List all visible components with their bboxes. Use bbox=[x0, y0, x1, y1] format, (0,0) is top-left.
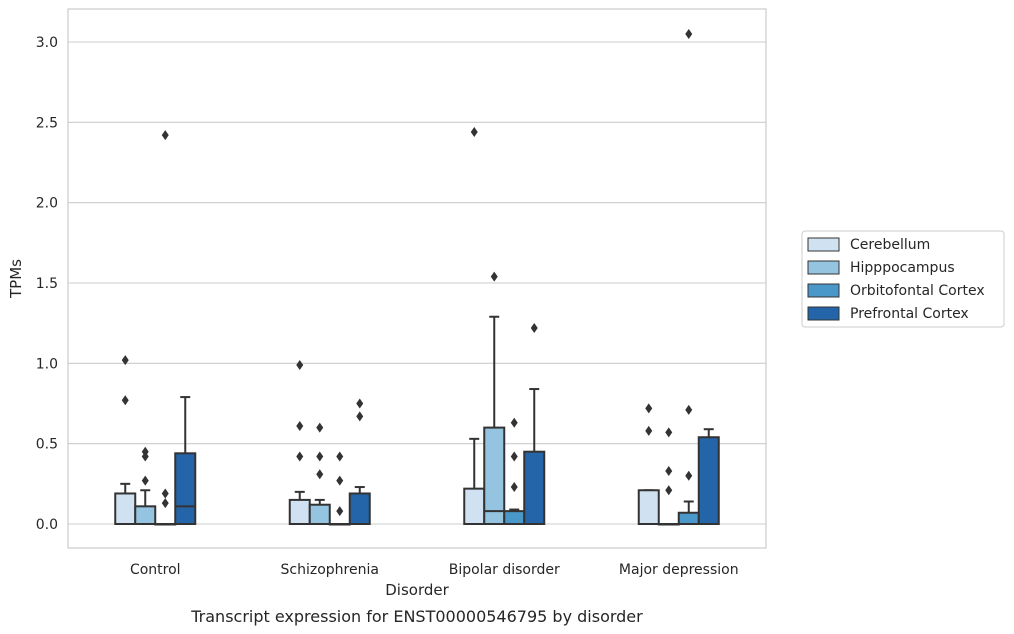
chart-caption: Transcript expression for ENST0000054679… bbox=[190, 607, 643, 626]
box-iqr bbox=[134, 505, 157, 525]
y-axis-ticks: 0.0 0.5 1.0 1.5 2.0 2.5 3.0 bbox=[36, 35, 58, 533]
legend-frame bbox=[801, 230, 1005, 328]
legend-item: Hipppocampus bbox=[807, 260, 955, 276]
y-tick-label: 3.0 bbox=[36, 35, 58, 51]
gridlines bbox=[68, 41, 766, 525]
box-iqr bbox=[697, 436, 720, 525]
outlier-point bbox=[141, 451, 149, 462]
box-iqr bbox=[348, 492, 371, 525]
box-prefrontal-cortex bbox=[348, 398, 371, 525]
legend-label: Prefrontal Cortex bbox=[850, 306, 969, 322]
legend-swatch bbox=[807, 283, 840, 298]
box-iqr bbox=[503, 510, 526, 526]
y-tick-label: 0.5 bbox=[36, 437, 58, 453]
box-hipppocampus bbox=[308, 422, 331, 526]
x-axis-ticks: Control Schizophrenia Bipolar disorder Majo… bbox=[130, 562, 739, 578]
y-tick-label: 1.5 bbox=[36, 276, 58, 292]
x-tick-label: Control bbox=[130, 562, 181, 578]
outlier-point bbox=[296, 451, 304, 462]
box-hipppocampus bbox=[483, 271, 506, 526]
legend-item: Prefrontal Cortex bbox=[807, 306, 969, 322]
box-orbitofontal-cortex bbox=[154, 130, 177, 526]
outlier-point bbox=[296, 420, 304, 431]
box-iqr bbox=[114, 492, 137, 525]
legend-swatch bbox=[807, 260, 840, 275]
outlier-point bbox=[645, 425, 653, 436]
legend-label: Hipppocampus bbox=[850, 260, 955, 276]
box-prefrontal-cortex bbox=[523, 322, 546, 526]
box-iqr bbox=[637, 489, 660, 526]
x-axis-title: Disorder bbox=[385, 581, 449, 599]
legend-label: Orbitofontal Cortex bbox=[850, 283, 985, 299]
box-orbitofontal-cortex bbox=[677, 28, 700, 526]
box-orbitofontal-cortex bbox=[503, 417, 526, 526]
outlier-point bbox=[161, 488, 169, 499]
plot-frame bbox=[67, 8, 767, 549]
box-prefrontal-cortex bbox=[174, 396, 197, 526]
outlier-point bbox=[665, 485, 673, 496]
outlier-point bbox=[356, 398, 364, 409]
outlier-point bbox=[336, 506, 344, 517]
outlier-point bbox=[141, 475, 149, 486]
outlier-point bbox=[336, 451, 344, 462]
box-cerebellum bbox=[637, 403, 660, 526]
box-cerebellum bbox=[114, 355, 137, 525]
outlier-point bbox=[510, 482, 518, 493]
outlier-point bbox=[685, 404, 693, 415]
y-axis-title: TPMs bbox=[7, 259, 25, 299]
outlier-point bbox=[665, 427, 673, 438]
legend-item: Orbitofontal Cortex bbox=[807, 283, 985, 299]
outlier-point bbox=[356, 411, 364, 422]
box-iqr bbox=[523, 450, 546, 526]
legend: Cerebellum Hipppocampus Orbitofontal Corte… bbox=[801, 230, 1005, 328]
outlier-point bbox=[685, 470, 693, 481]
outlier-point bbox=[336, 475, 344, 486]
outlier-point bbox=[161, 498, 169, 509]
box-hipppocampus bbox=[657, 427, 680, 526]
y-tick-label: 2.5 bbox=[36, 115, 58, 131]
box-iqr bbox=[463, 487, 486, 525]
outlier-point bbox=[685, 28, 693, 39]
box-iqr bbox=[174, 452, 197, 526]
outlier-point bbox=[316, 422, 324, 433]
outlier-point bbox=[121, 395, 129, 406]
legend-swatch bbox=[807, 306, 840, 321]
outlier-point bbox=[665, 465, 673, 476]
legend-swatch bbox=[807, 237, 840, 252]
y-tick-label: 2.0 bbox=[36, 196, 58, 212]
legend-item: Cerebellum bbox=[807, 237, 930, 253]
legend-label: Cerebellum bbox=[850, 237, 930, 253]
box-iqr bbox=[483, 426, 506, 526]
x-tick-label: Major depression bbox=[619, 562, 739, 578]
box-plot-series bbox=[114, 28, 720, 526]
box-iqr bbox=[288, 498, 311, 525]
outlier-point bbox=[316, 451, 324, 462]
outlier-point bbox=[161, 130, 169, 141]
y-tick-label: 1.0 bbox=[36, 356, 58, 372]
outlier-point bbox=[510, 417, 518, 428]
x-tick-label: Schizophrenia bbox=[281, 562, 379, 578]
outlier-point bbox=[316, 469, 324, 480]
outlier-point bbox=[510, 451, 518, 462]
box-iqr bbox=[308, 503, 331, 526]
box-prefrontal-cortex bbox=[697, 428, 720, 525]
box-hipppocampus bbox=[134, 446, 157, 525]
outlier-point bbox=[530, 322, 538, 333]
box-iqr bbox=[677, 511, 700, 526]
box-cerebellum bbox=[463, 126, 486, 525]
x-tick-label: Bipolar disorder bbox=[449, 562, 560, 578]
outlier-point bbox=[121, 355, 129, 366]
outlier-point bbox=[645, 403, 653, 414]
outlier-point bbox=[470, 126, 478, 137]
box-orbitofontal-cortex bbox=[328, 451, 351, 526]
y-tick-label: 0.0 bbox=[36, 517, 58, 533]
outlier-point bbox=[296, 359, 304, 370]
box-cerebellum bbox=[288, 359, 311, 525]
outlier-point bbox=[490, 271, 498, 282]
